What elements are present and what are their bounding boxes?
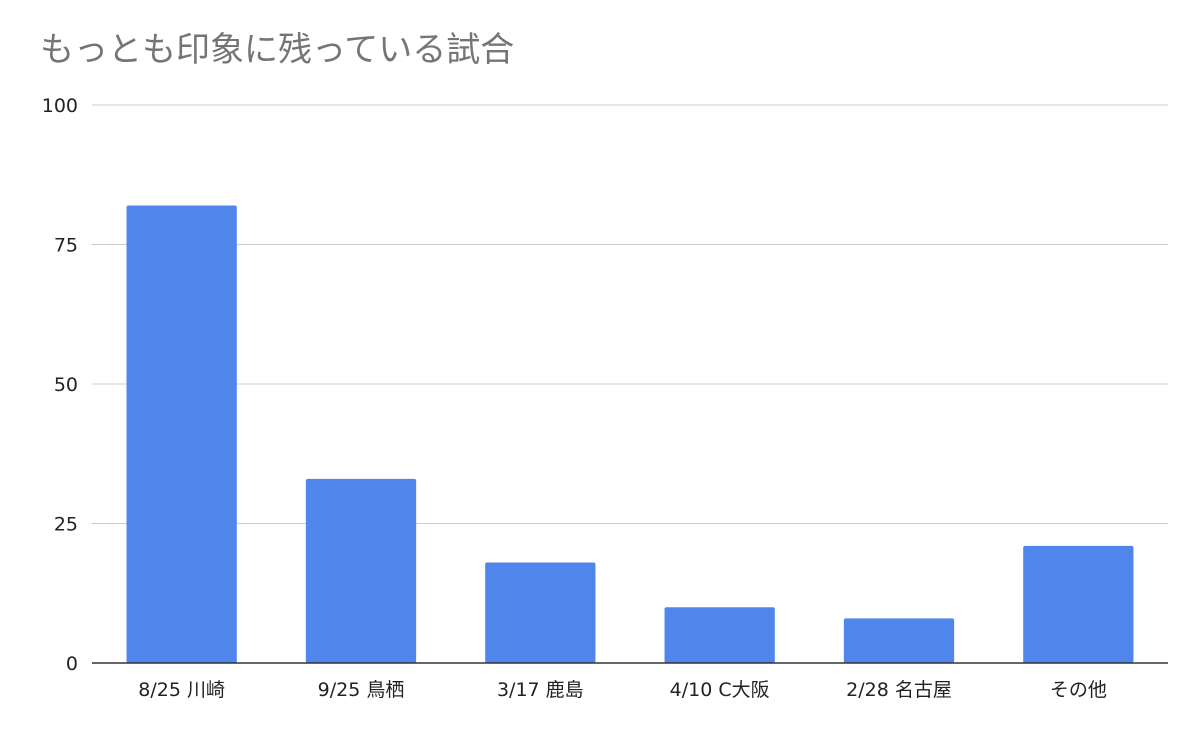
- x-category-label: 4/10 C大阪: [670, 679, 770, 701]
- x-category-label: 8/25 川崎: [138, 679, 225, 701]
- bars: [126, 205, 1134, 663]
- x-category-label: 3/17 鹿島: [497, 679, 584, 701]
- labels: 0 25 50 75 100 8/25 川崎 9/25 鳥栖 3/17 鹿島 4/10 C大阪 2…: [42, 95, 1107, 701]
- y-tick-label: 0: [66, 653, 78, 675]
- bar-5: [1023, 545, 1134, 663]
- y-tick-label: 25: [54, 514, 78, 536]
- gridlines: [92, 104, 1168, 524]
- bar-2: [485, 562, 596, 663]
- x-category-label: その他: [1050, 679, 1107, 701]
- y-tick-label: 100: [42, 95, 78, 117]
- bar-0: [126, 205, 237, 663]
- bar-3: [664, 607, 775, 663]
- x-category-label: 9/25 鳥栖: [318, 679, 405, 701]
- chart-title: もっとも印象に残っている試合: [40, 30, 515, 70]
- y-tick-label: 75: [54, 235, 78, 257]
- x-category-label: 2/28 名古屋: [846, 679, 952, 701]
- y-tick-label: 50: [54, 374, 78, 396]
- bar-1: [305, 478, 417, 663]
- bar-4: [843, 618, 955, 663]
